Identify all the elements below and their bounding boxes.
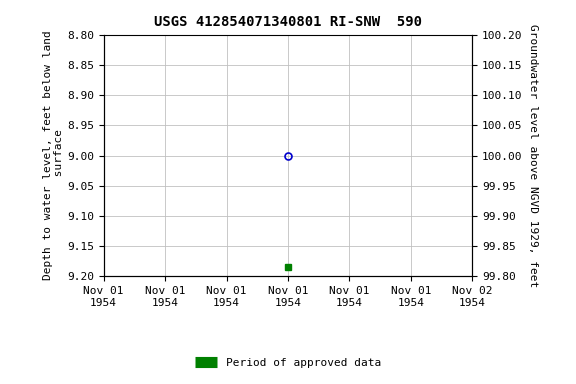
Y-axis label: Depth to water level, feet below land
 surface: Depth to water level, feet below land su… — [43, 31, 64, 280]
Title: USGS 412854071340801 RI-SNW  590: USGS 412854071340801 RI-SNW 590 — [154, 15, 422, 29]
Legend: Period of approved data: Period of approved data — [191, 354, 385, 372]
Y-axis label: Groundwater level above NGVD 1929, feet: Groundwater level above NGVD 1929, feet — [528, 24, 538, 287]
